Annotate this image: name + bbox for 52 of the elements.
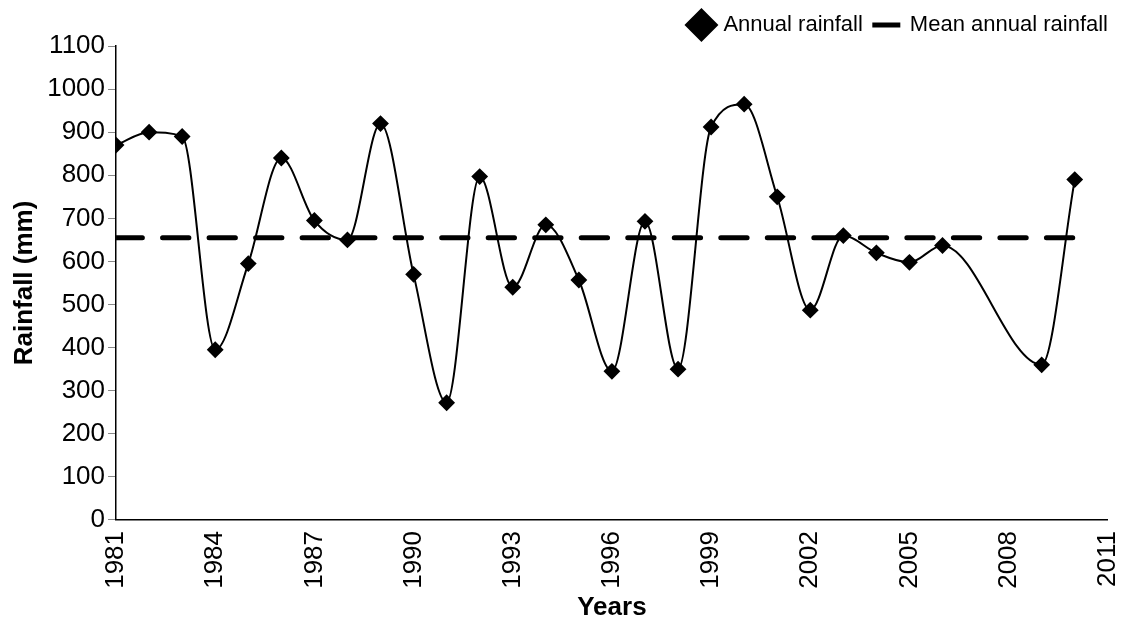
point bbox=[141, 124, 158, 141]
point bbox=[306, 212, 323, 229]
point bbox=[934, 237, 951, 254]
point bbox=[207, 341, 224, 358]
x-tick-label: 1999 bbox=[694, 530, 725, 589]
point bbox=[240, 255, 257, 272]
y-tick-label: 1100 bbox=[49, 29, 106, 60]
point bbox=[405, 266, 422, 283]
point bbox=[901, 254, 918, 271]
x-tick-label: 1990 bbox=[396, 530, 427, 589]
point bbox=[372, 115, 389, 132]
point bbox=[802, 302, 819, 319]
y-tick-label: 400 bbox=[61, 330, 106, 361]
point bbox=[736, 96, 753, 113]
y-tick-label: 300 bbox=[61, 373, 106, 404]
y-tick-label: 1000 bbox=[47, 72, 106, 103]
x-tick-label: 1987 bbox=[297, 530, 328, 589]
x-tick-label: 2008 bbox=[991, 530, 1022, 589]
y-tick-label: 800 bbox=[61, 158, 106, 189]
y-tick-label: 500 bbox=[61, 287, 106, 318]
x-tick-label: 1993 bbox=[495, 530, 526, 589]
point bbox=[504, 279, 521, 296]
x-axis-title: Years bbox=[577, 590, 647, 621]
point bbox=[339, 231, 356, 248]
point bbox=[670, 361, 687, 378]
point bbox=[174, 128, 191, 145]
x-tick-label: 1996 bbox=[595, 530, 626, 589]
point bbox=[835, 227, 852, 244]
y-tick-label: 200 bbox=[61, 416, 106, 447]
y-tick-label: 100 bbox=[61, 460, 106, 491]
x-tick-label: 2011 bbox=[1090, 530, 1121, 587]
point bbox=[1033, 356, 1050, 373]
y-tick-label: 700 bbox=[61, 201, 106, 232]
point bbox=[471, 168, 488, 185]
point bbox=[868, 244, 885, 261]
point bbox=[273, 150, 290, 167]
y-tick-label: 600 bbox=[61, 244, 106, 275]
point bbox=[1066, 171, 1083, 188]
y-axis-title: Rainfall (mm) bbox=[7, 200, 38, 366]
point bbox=[703, 119, 720, 135]
point bbox=[537, 216, 554, 233]
x-tick-label: 2002 bbox=[793, 530, 824, 589]
x-tick-label: 2005 bbox=[892, 530, 923, 589]
point bbox=[636, 213, 653, 230]
legend-label: Annual rainfall bbox=[723, 11, 863, 37]
legend-label: Mean annual rainfall bbox=[909, 11, 1109, 37]
point bbox=[769, 188, 786, 205]
point bbox=[603, 363, 620, 380]
point bbox=[438, 394, 455, 411]
point bbox=[570, 271, 587, 288]
y-tick-label: 900 bbox=[61, 115, 106, 146]
x-tick-label: 1984 bbox=[198, 530, 229, 589]
